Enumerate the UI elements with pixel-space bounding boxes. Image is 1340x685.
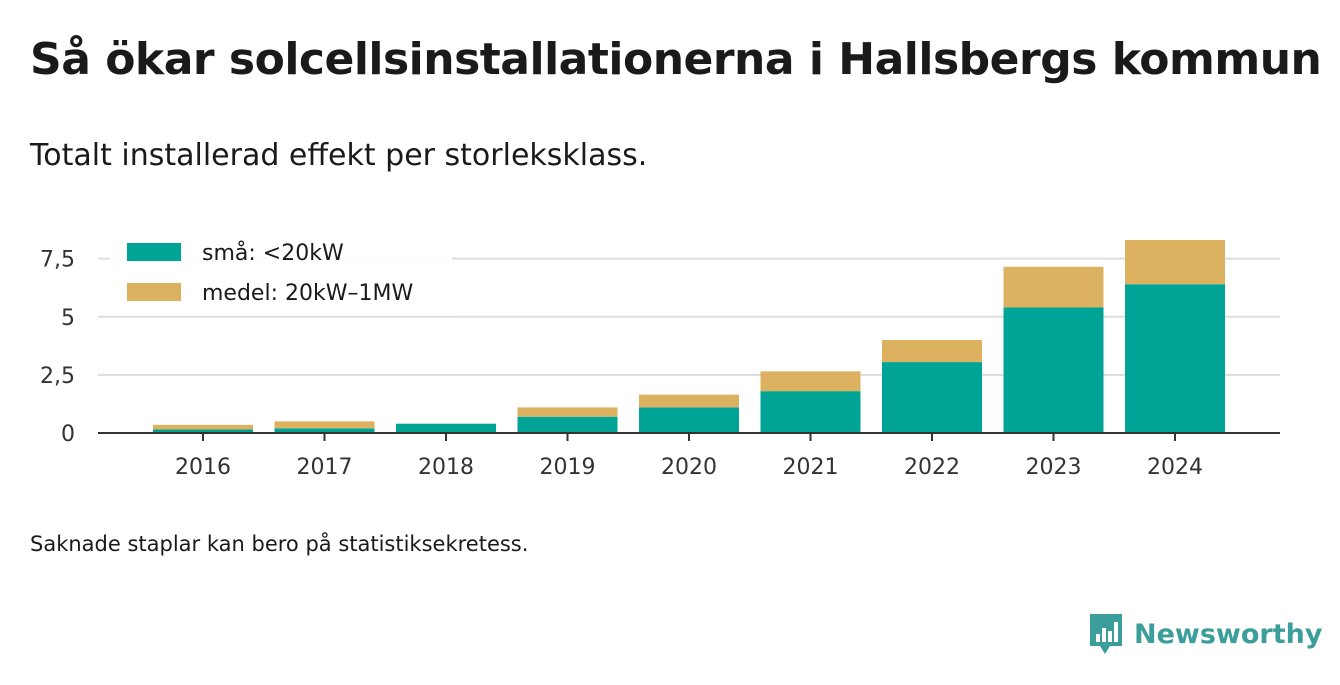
bar-small: [153, 429, 253, 433]
y-tick-label: 2,5: [40, 364, 75, 389]
legend-swatch: [127, 243, 181, 261]
bar-small: [1125, 284, 1225, 433]
bar-medium: [882, 340, 982, 363]
legend: små: <20kW medel: 20kW–1MW: [110, 230, 452, 316]
x-axis: 2016 2017 2018 2019 2020 2021 2022 2023 2024: [98, 432, 1280, 480]
y-tick-label: 7,5: [40, 248, 75, 273]
bar-medium: [1125, 240, 1225, 285]
bar-medium: [760, 371, 861, 392]
bar-small: [760, 391, 861, 433]
bar-chart-speech-bubble-icon: [1090, 614, 1122, 654]
x-tick-label: 2019: [540, 455, 596, 480]
y-axis-ticks: 0 2,5 5 7,5: [40, 248, 75, 447]
bar-small: [274, 428, 375, 433]
bar-medium: [274, 421, 375, 429]
chart-subtitle: Totalt installerad effekt per storlekskl…: [30, 138, 648, 173]
x-tick-label: 2022: [904, 455, 960, 480]
x-tick-label: 2018: [418, 455, 474, 480]
bar-medium: [639, 394, 739, 408]
x-tick-label: 2024: [1147, 455, 1203, 480]
x-tick-label: 2021: [783, 455, 839, 480]
x-tick-label: 2016: [175, 455, 231, 480]
bar-small: [639, 407, 739, 433]
bar-small: [517, 416, 618, 433]
bars: [153, 240, 1225, 433]
bar-medium: [1003, 266, 1104, 308]
legend-swatch: [127, 283, 181, 301]
x-tick-label: 2023: [1026, 455, 1082, 480]
x-tick-label: 2017: [297, 455, 353, 480]
brand-name: Newsworthy: [1134, 618, 1323, 650]
legend-label: medel: 20kW–1MW: [202, 281, 413, 306]
bar-small: [1003, 307, 1104, 433]
chart-title: Så ökar solcellsinstallationerna i Halls…: [30, 34, 1322, 85]
legend-label: små: <20kW: [202, 240, 344, 266]
bar-small: [396, 423, 496, 433]
y-tick-label: 0: [61, 422, 75, 447]
footnote: Saknade staplar kan bero på statistiksek…: [30, 532, 529, 556]
y-tick-label: 5: [61, 306, 75, 331]
bar-medium: [153, 424, 253, 430]
x-tick-label: 2020: [661, 455, 717, 480]
bar-medium: [517, 407, 618, 417]
brand-logo: Newsworthy: [1088, 610, 1322, 658]
bar-small: [882, 362, 982, 433]
